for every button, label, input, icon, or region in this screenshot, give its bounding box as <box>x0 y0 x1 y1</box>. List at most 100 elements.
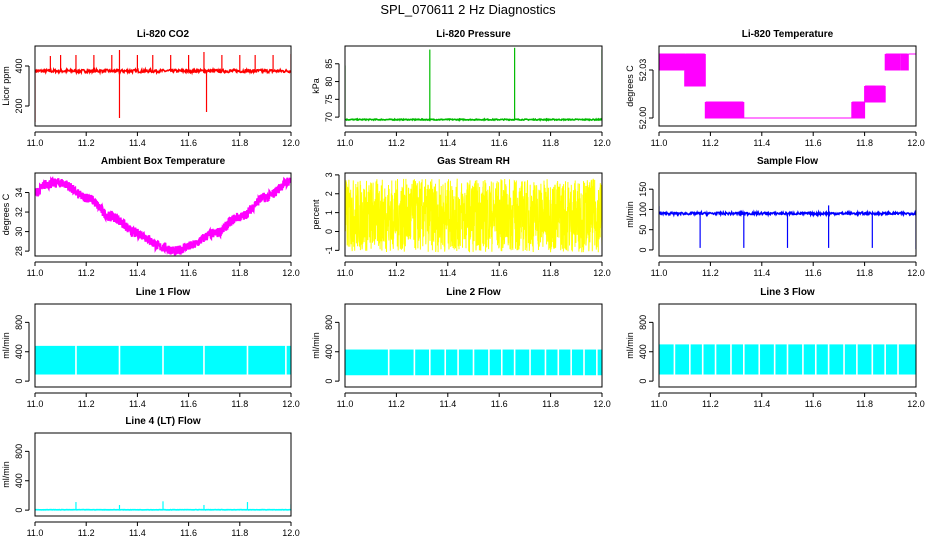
plot-frame <box>344 45 603 127</box>
y-tick-label: 0 <box>14 508 24 513</box>
plot-frame <box>658 303 917 388</box>
series-segment <box>704 101 745 119</box>
x-tick-label: 12.0 <box>907 399 925 409</box>
x-tick-label: 11.6 <box>180 268 197 278</box>
x-tick-label: 11.0 <box>651 268 668 278</box>
x-tick-label: 11.0 <box>651 399 668 409</box>
x-tick-label: 12.0 <box>282 268 300 278</box>
y-tick-label: 0 <box>14 379 24 384</box>
chart-sample-flow: Sample Flow 11.0 11.2 11.4 11.6 11.8 12.0 0 50 10… <box>625 156 925 278</box>
chart-line-3-flow: Line 3 Flow 11.0 11.2 11.4 11.6 11.8 12.0 0 400 8… <box>625 287 925 409</box>
y-tick-label: 1 <box>324 210 334 215</box>
y-axis-label: Licor ppm <box>1 66 11 106</box>
y-tick-label: 30 <box>14 227 24 237</box>
x-tick-label: 11.4 <box>129 399 146 409</box>
y-tick-label: 75 <box>324 94 334 104</box>
y-tick-label: 3 <box>324 172 334 177</box>
y-axis-label: ml/min <box>625 332 635 359</box>
data-layer <box>35 50 291 122</box>
data-layer <box>659 53 916 119</box>
y-tick-label: 80 <box>324 77 334 87</box>
chart-title: Sample Flow <box>757 156 818 167</box>
x-tick-label: 11.6 <box>180 399 197 409</box>
y-axis-label: kPa <box>311 78 321 94</box>
x-tick-label: 11.2 <box>702 268 719 278</box>
x-tick-label: 11.8 <box>231 138 248 148</box>
y-axis-label: ml/min <box>1 461 11 488</box>
x-tick-label: 11.0 <box>27 399 44 409</box>
x-tick-label: 11.0 <box>651 138 668 148</box>
x-tick-label: 11.4 <box>129 138 146 148</box>
y-tick-label: 400 <box>14 58 24 73</box>
x-tick-label: 11.8 <box>542 399 559 409</box>
x-tick-label: 11.8 <box>856 399 873 409</box>
y-tick-label: 400 <box>324 344 334 359</box>
data-layer <box>345 178 602 253</box>
chart-line-2-flow: Line 2 Flow 11.0 11.2 11.4 11.6 11.8 12.0 0 400 8… <box>311 287 611 409</box>
plot-frame <box>344 303 603 388</box>
x-tick-label: 12.0 <box>907 268 925 278</box>
series-segment <box>864 85 886 103</box>
x-tick-label: 11.8 <box>231 268 248 278</box>
x-tick-label: 11.4 <box>753 399 770 409</box>
x-tick-label: 11.0 <box>337 399 354 409</box>
y-tick-label: 800 <box>14 444 24 459</box>
x-tick-label: 11.0 <box>337 138 354 148</box>
x-tick-label: 11.4 <box>753 138 770 148</box>
series-segment <box>659 53 686 71</box>
x-tick-label: 11.8 <box>542 268 559 278</box>
y-tick-label: 400 <box>14 473 24 488</box>
y-tick-label: 800 <box>638 315 648 330</box>
plot-frame <box>34 303 292 388</box>
data-layer <box>659 342 916 377</box>
y-axis-label: ml/min <box>625 201 635 228</box>
x-tick-label: 11.6 <box>180 528 197 538</box>
x-tick-label: 11.4 <box>439 138 456 148</box>
series-line <box>345 117 602 122</box>
x-tick-label: 11.8 <box>542 138 559 148</box>
x-tick-label: 11.6 <box>491 399 508 409</box>
x-tick-label: 11.0 <box>27 528 44 538</box>
plot-frame <box>344 172 603 257</box>
series-segment <box>884 53 909 71</box>
x-tick-label: 11.4 <box>439 399 456 409</box>
x-tick-label: 11.2 <box>388 138 405 148</box>
chart-title: Gas Stream RH <box>437 156 510 167</box>
series-line <box>35 66 291 76</box>
plot-frame <box>34 432 292 517</box>
y-axis-label: percent <box>311 199 321 230</box>
chart-title: Li-820 Temperature <box>742 29 834 40</box>
plot-frame <box>658 172 917 257</box>
data-layer <box>345 347 602 378</box>
data-layer <box>35 343 291 377</box>
x-tick-label: 11.6 <box>491 138 508 148</box>
plot-frame <box>34 172 292 257</box>
y-tick-label: 52.00 <box>638 107 648 130</box>
y-tick-label: 50 <box>638 225 648 235</box>
y-tick-label: 70 <box>324 112 334 122</box>
x-tick-label: 11.8 <box>231 528 248 538</box>
y-tick-label: 800 <box>324 315 334 330</box>
chart-line-1-flow: Line 1 Flow 11.0 11.2 11.4 11.6 11.8 12.0 0 400 8… <box>1 287 300 409</box>
y-tick-label: 100 <box>638 202 648 217</box>
x-tick-label: 12.0 <box>593 399 611 409</box>
x-tick-label: 11.8 <box>231 399 248 409</box>
x-tick-label: 11.2 <box>78 399 95 409</box>
y-tick-label: 52.03 <box>638 59 648 82</box>
x-tick-label: 11.4 <box>129 528 146 538</box>
y-tick-label: 400 <box>14 344 24 359</box>
y-tick-label: 400 <box>638 344 648 359</box>
x-tick-label: 12.0 <box>282 399 300 409</box>
x-tick-label: 11.6 <box>805 138 822 148</box>
x-tick-label: 11.4 <box>129 268 146 278</box>
y-tick-label: 85 <box>324 59 334 69</box>
chart-title: Line 3 Flow <box>760 287 815 298</box>
x-tick-label: 11.0 <box>337 268 354 278</box>
chart-title: Li-820 CO2 <box>137 29 190 40</box>
y-tick-label: 0 <box>638 247 648 252</box>
series-segment <box>851 101 866 119</box>
y-tick-label: 34 <box>14 188 24 198</box>
y-tick-label: -1 <box>324 246 334 254</box>
x-tick-label: 11.2 <box>388 268 405 278</box>
x-tick-label: 11.0 <box>27 138 44 148</box>
